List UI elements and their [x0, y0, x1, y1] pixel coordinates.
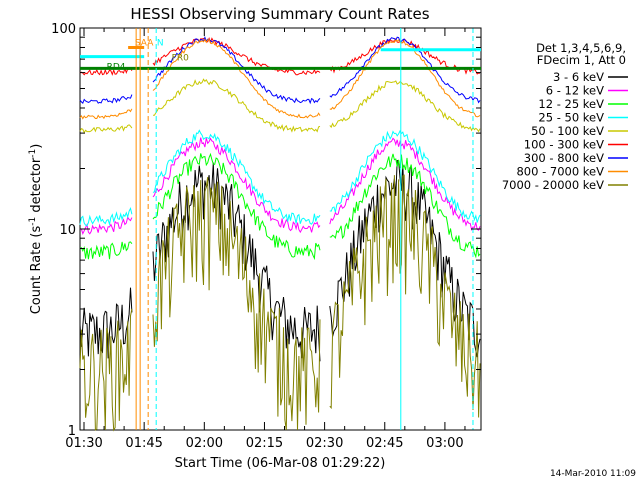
axis-ticks: 01:30 01:45 02:00 02:15 02:30 02:45 03:00 1 10 10… [51, 22, 481, 451]
y-axis-label: Count Rate (s-1 detector-1) [28, 144, 44, 315]
annotation-label: FR0 [172, 53, 189, 63]
legend-entry-label: 3 - 6 keV [553, 70, 604, 84]
data-marks: SAA N FR0 RD4 [79, 28, 481, 432]
x-tick-label: 02:45 [366, 436, 403, 451]
legend-header-line-2: FDecim 1, Att 0 [537, 53, 626, 67]
legend-entry-label: 100 - 300 keV [524, 138, 604, 152]
y-tick-label: 10 [59, 223, 76, 238]
annotation-label: RD4 [107, 63, 126, 73]
series-line [79, 174, 481, 432]
legend-entry-label: 300 - 800 keV [524, 151, 604, 165]
annotation-label: N [157, 38, 164, 48]
x-tick-label: 03:00 [426, 436, 463, 451]
y-tick-label: 100 [51, 22, 76, 37]
timestamp: 14-Mar-2010 11:09 [550, 469, 636, 479]
legend: Det 1,3,4,5,6,9, FDecim 1, Att 0 3 - 6 k… [502, 41, 628, 192]
series-line [79, 129, 481, 227]
legend-entry-label: 800 - 7000 keV [516, 165, 604, 179]
series-line [79, 35, 481, 105]
x-tick-label: 01:30 [65, 436, 102, 451]
legend-entry-label: 50 - 100 keV [531, 124, 604, 138]
x-tick-label: 02:30 [306, 436, 343, 451]
x-tick-label: 02:15 [246, 436, 283, 451]
series-line [79, 152, 481, 261]
x-tick-label: 02:00 [186, 436, 223, 451]
x-tick-label: 01:45 [125, 436, 162, 451]
x-axis-label: Start Time (06-Mar-08 01:29:22) [175, 456, 386, 471]
y-tick-label: 1 [68, 424, 76, 439]
chart-title: HESSI Observing Summary Count Rates [130, 5, 429, 23]
legend-entry-label: 7000 - 20000 keV [502, 178, 604, 192]
plot-area: SAA N FR0 RD4 01:30 01:45 02:00 02:15 02:30 02:4… [51, 22, 482, 451]
annotation-label: SAA [135, 38, 154, 48]
series-line [79, 78, 481, 134]
legend-entry-label: 25 - 50 keV [538, 111, 604, 125]
legend-entry-label: 12 - 25 keV [538, 97, 604, 111]
series-line [79, 38, 481, 120]
legend-header-line-1: Det 1,3,4,5,6,9, [536, 41, 626, 55]
series-line [79, 137, 481, 235]
legend-entry-label: 6 - 12 keV [546, 84, 604, 98]
